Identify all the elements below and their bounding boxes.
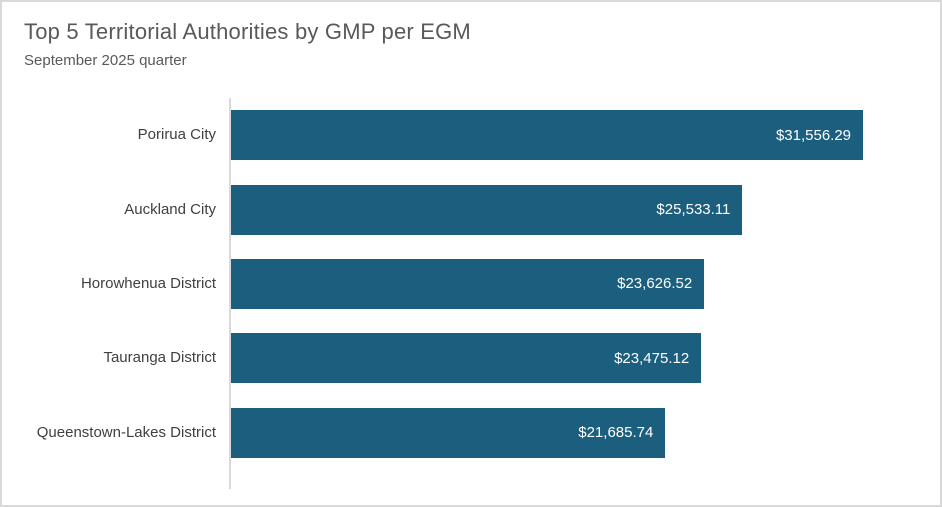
chart-header: Top 5 Territorial Authorities by GMP per…: [2, 2, 940, 69]
chart-row: Auckland City $25,533.11: [2, 172, 932, 246]
chart-row: Horowhenua District $23,626.52: [2, 247, 932, 321]
bar: $23,626.52: [231, 258, 705, 309]
category-label: Horowhenua District: [80, 274, 216, 292]
category-label: Porirua City: [137, 126, 216, 144]
bar: $25,533.11: [231, 184, 743, 235]
bar-track: $25,533.11: [231, 184, 932, 235]
chart-row: Tauranga District $23,475.12: [2, 321, 932, 395]
bar-value-label: $31,556.29: [775, 126, 852, 144]
bar-track: $23,626.52: [231, 258, 932, 309]
bar-rows: Porirua City $31,556.29 Auckland City $25,5…: [2, 98, 932, 470]
y-axis-line: [229, 98, 231, 489]
bar-value-label: $23,626.52: [617, 275, 693, 293]
bar-value-label: $21,685.74: [578, 424, 654, 442]
category-label: Queenstown-Lakes District: [36, 423, 216, 441]
chart-row: Queenstown-Lakes District $21,685.74: [2, 396, 932, 470]
category-label: Auckland City: [124, 200, 216, 218]
bar: $21,685.74: [231, 407, 666, 458]
bar: $23,475.12: [231, 333, 702, 384]
bar: $31,556.29: [231, 110, 864, 161]
category-label: Tauranga District: [103, 349, 216, 367]
bar-track: $21,685.74: [231, 407, 932, 458]
bar-track: $23,475.12: [231, 333, 932, 384]
chart-row: Porirua City $31,556.29: [2, 98, 932, 172]
bar-value-label: $23,475.12: [614, 349, 690, 367]
bar-track: $31,556.29: [231, 110, 932, 161]
bar-chart: Porirua City $31,556.29 Auckland City $25,5…: [2, 98, 940, 489]
chart-subtitle: September 2025 quarter: [24, 52, 187, 69]
chart-title: Top 5 Territorial Authorities by GMP per…: [24, 19, 471, 44]
bar-value-label: $25,533.11: [656, 201, 731, 219]
